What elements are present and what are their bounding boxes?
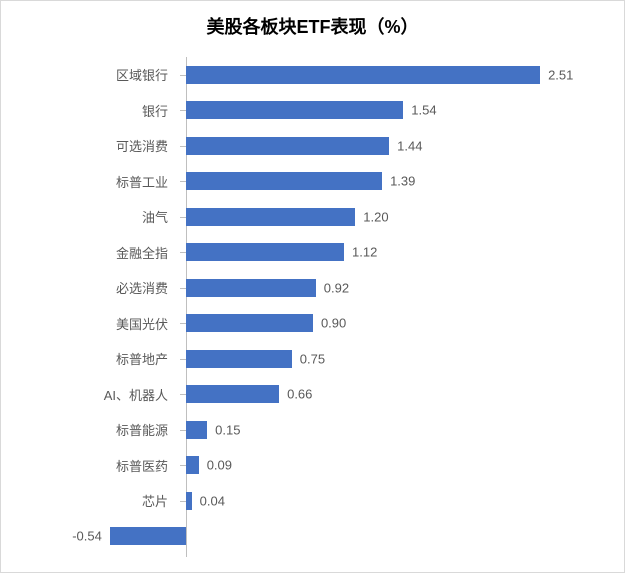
- bar-container: 1.39: [186, 164, 604, 200]
- category-label: 标普地产: [11, 349, 176, 368]
- category-label: 油气: [11, 207, 176, 226]
- bar-container: 0.66: [186, 377, 604, 413]
- value-label: 0.15: [215, 422, 240, 437]
- value-label: 0.66: [287, 387, 312, 402]
- chart-row: 金融全指 1.12: [11, 235, 604, 271]
- bar: [110, 527, 186, 545]
- bar: [186, 385, 279, 403]
- chart-row: 标普能源 0.15: [11, 412, 604, 448]
- value-label: 0.92: [324, 280, 349, 295]
- category-label: 美国光伏: [11, 314, 176, 333]
- bar-container: 1.20: [186, 199, 604, 235]
- value-label: 2.51: [548, 67, 573, 82]
- bar-container: -0.54: [186, 519, 604, 555]
- category-label: 银行: [11, 101, 176, 120]
- bar-container: 0.90: [186, 306, 604, 342]
- chart-row: 标普地产 0.75: [11, 341, 604, 377]
- bar-container: 0.15: [186, 412, 604, 448]
- chart-row: 美国光伏 0.90: [11, 306, 604, 342]
- bar: [186, 172, 382, 190]
- bar: [186, 66, 540, 84]
- bar: [186, 314, 313, 332]
- bar: [186, 492, 192, 510]
- bar-container: 0.09: [186, 448, 604, 484]
- chart-row: 油气 1.20: [11, 199, 604, 235]
- bar-container: 0.04: [186, 483, 604, 519]
- bar: [186, 137, 389, 155]
- chart-row: 芯片 0.04: [11, 483, 604, 519]
- bar: [186, 243, 344, 261]
- bar-container: 1.54: [186, 93, 604, 129]
- bar-container: 0.92: [186, 270, 604, 306]
- chart-plot-area: 区域银行 2.51 银行 1.54 可选消费 1.44 标普工业 1.39 油气 1.20 金融全指…: [11, 57, 604, 557]
- chart-row: 公用事业-0.54: [11, 519, 604, 555]
- chart-row: 必选消费 0.92: [11, 270, 604, 306]
- value-label: 1.44: [397, 138, 422, 153]
- value-label: 0.90: [321, 316, 346, 331]
- bar-container: 1.44: [186, 128, 604, 164]
- chart-row: AI、机器人 0.66: [11, 377, 604, 413]
- category-label: 标普工业: [11, 172, 176, 191]
- value-label: 1.54: [411, 103, 436, 118]
- bar: [186, 456, 199, 474]
- category-label: 标普能源: [11, 420, 176, 439]
- bar: [186, 421, 207, 439]
- value-label: 0.75: [300, 351, 325, 366]
- value-label: 1.39: [390, 174, 415, 189]
- chart-row: 银行 1.54: [11, 93, 604, 129]
- bar-container: 0.75: [186, 341, 604, 377]
- value-label: 1.12: [352, 245, 377, 260]
- bar: [186, 350, 292, 368]
- category-label: 金融全指: [11, 243, 176, 262]
- category-label: 标普医药: [11, 456, 176, 475]
- value-label: 0.04: [200, 493, 225, 508]
- category-label: 必选消费: [11, 278, 176, 297]
- chart-row: 标普工业 1.39: [11, 164, 604, 200]
- chart-row: 区域银行 2.51: [11, 57, 604, 93]
- bar: [186, 279, 316, 297]
- value-label: 0.09: [207, 458, 232, 473]
- chart-row: 标普医药 0.09: [11, 448, 604, 484]
- category-label: 可选消费: [11, 136, 176, 155]
- bar-container: 2.51: [186, 57, 604, 93]
- bar-container: 1.12: [186, 235, 604, 271]
- chart-title: 美股各板块ETF表现（%）: [1, 1, 624, 47]
- bar: [186, 208, 355, 226]
- value-label: -0.54: [72, 529, 102, 544]
- category-label: AI、机器人: [11, 385, 176, 404]
- chart-row: 可选消费 1.44: [11, 128, 604, 164]
- category-label: 区域银行: [11, 65, 176, 84]
- category-label: 芯片: [11, 491, 176, 510]
- bar: [186, 101, 403, 119]
- value-label: 1.20: [363, 209, 388, 224]
